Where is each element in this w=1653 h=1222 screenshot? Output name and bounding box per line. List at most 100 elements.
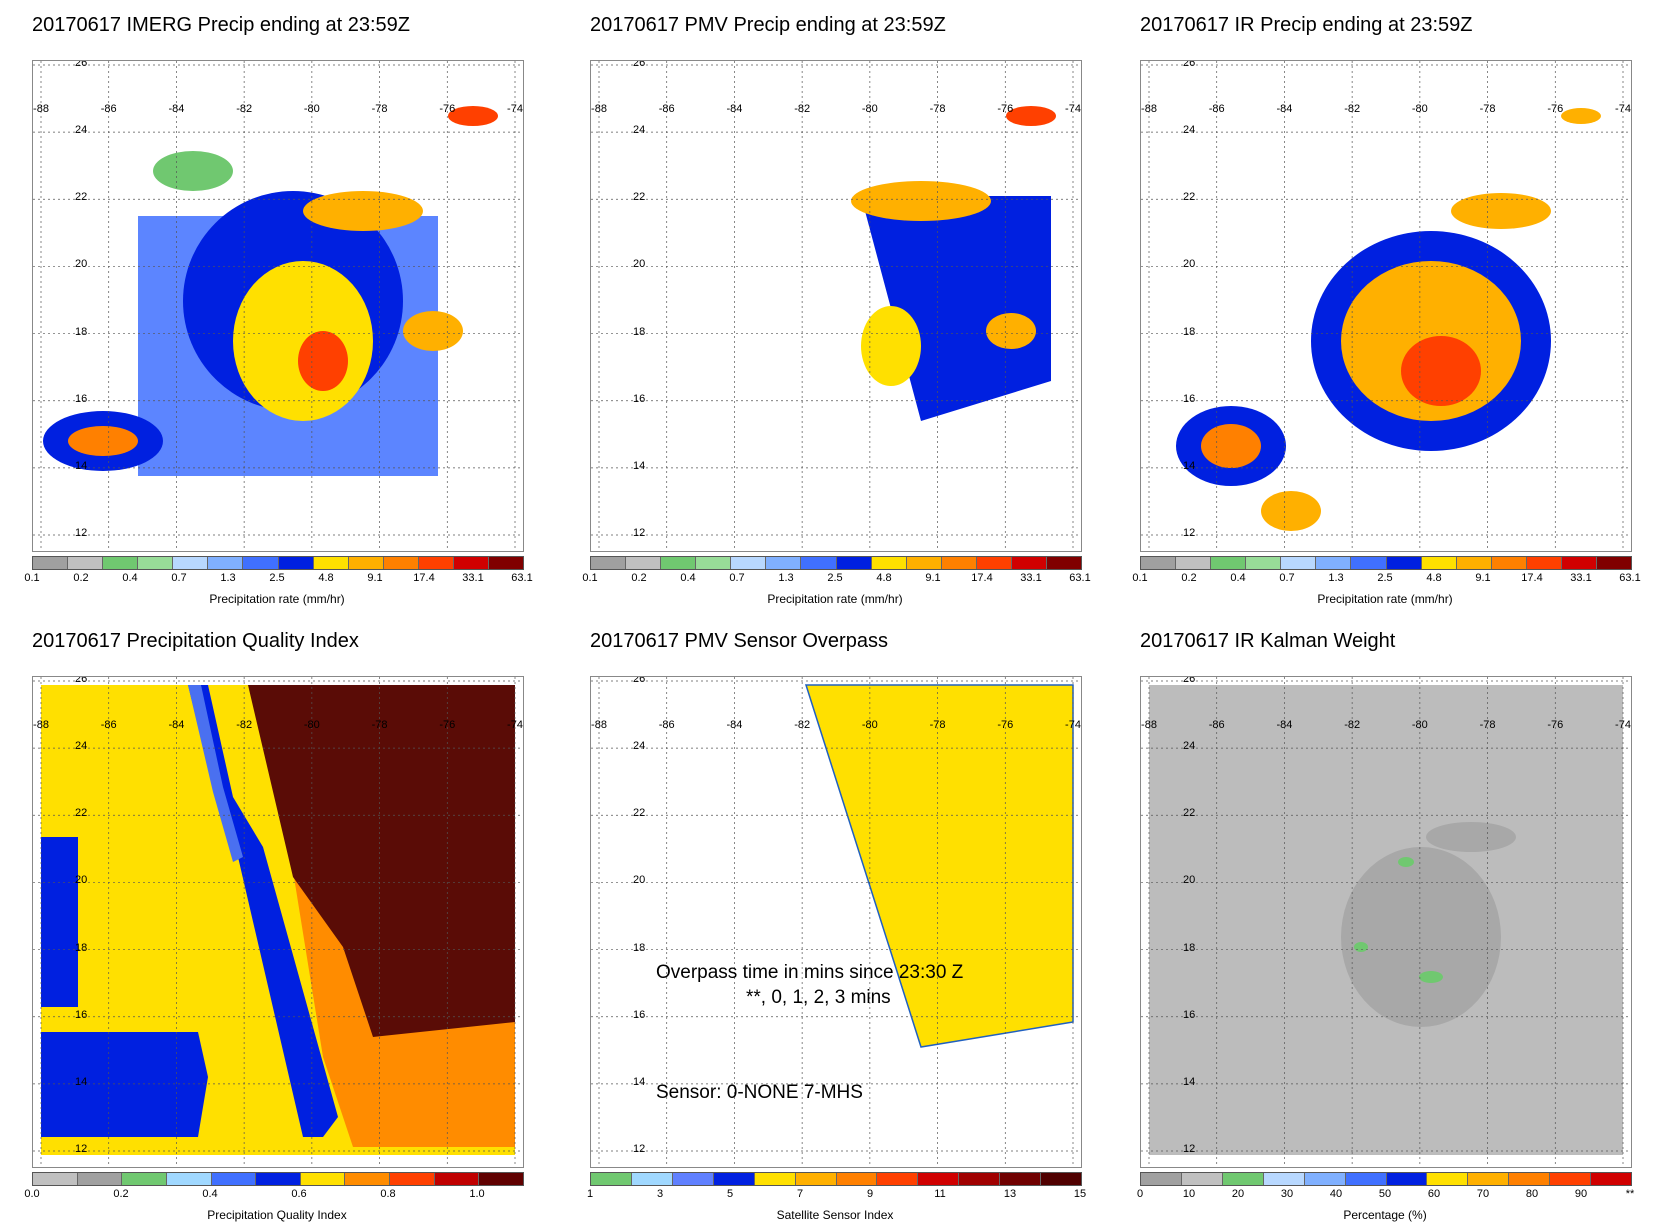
lon-label: -78 <box>1479 719 1496 731</box>
lon-label: -78 <box>371 103 388 115</box>
lat-label: 24 <box>633 124 646 137</box>
lon-label: -82 <box>236 103 253 115</box>
lat-label: 12 <box>633 1143 646 1155</box>
panel-ir-precip: 20170617 IR Precip ending at 23:59Z -88 -… <box>1132 0 1653 606</box>
colorbar <box>32 1172 524 1186</box>
lat-label: 16 <box>633 1008 646 1021</box>
lat-label: 20 <box>75 874 88 887</box>
lat-label: 14 <box>1183 1075 1196 1088</box>
lat-label: 18 <box>75 325 88 338</box>
lon-label: -88 <box>1141 719 1157 731</box>
lon-label: -86 <box>100 103 117 115</box>
lat-label: 18 <box>633 941 646 954</box>
overpass-map: Overpass time in mins since 23:30 Z **, … <box>590 676 1082 1168</box>
colorbar-ticks: 0.0 0.2 0.4 0.6 0.8 1.0 <box>24 1188 485 1200</box>
lon-label: -78 <box>929 719 946 731</box>
precip-map: -88 -86 -84 -82 -80 -78 -76 -74 26 24 22 20 18 16 14 12 <box>590 60 1082 552</box>
map-graphic <box>33 677 523 1167</box>
lat-label: 24 <box>1183 740 1196 753</box>
lon-label: -82 <box>236 719 253 731</box>
lon-label: -84 <box>168 103 185 115</box>
sensor-note: Sensor: 0-NONE 7-MHS <box>656 1082 863 1103</box>
map-graphic <box>33 61 523 551</box>
lon-label: -78 <box>371 719 388 731</box>
lat-label: 22 <box>75 191 88 204</box>
lon-label: -80 <box>861 103 878 115</box>
lat-label: 18 <box>1183 941 1196 954</box>
lat-label: 26 <box>75 60 88 69</box>
lat-label: 16 <box>633 392 646 405</box>
lon-label: -80 <box>1411 103 1428 115</box>
lon-label: -82 <box>794 103 811 115</box>
lat-label: 26 <box>1183 60 1196 69</box>
lon-label: -88 <box>1141 103 1157 115</box>
lat-label: 16 <box>75 1008 88 1021</box>
lon-label: -78 <box>1479 103 1496 115</box>
lon-label: -80 <box>1411 719 1428 731</box>
panel-pmv-precip: 20170617 PMV Precip ending at 23:59Z -88… <box>582 0 1110 606</box>
map-graphic <box>591 677 1081 1167</box>
panel-imerg-precip: 20170617 IMERG Precip ending at 23:59Z -… <box>24 0 552 606</box>
lat-label: 24 <box>1183 124 1196 137</box>
lat-label: 24 <box>75 740 88 753</box>
colorbar <box>590 556 1082 570</box>
lon-label: -80 <box>303 719 320 731</box>
quality-map: -88 -86 -84 -82 -80 -78 -76 -74 26 24 22 20 18 16 14 12 <box>32 676 524 1168</box>
colorbar-label: Percentage (%) <box>1343 1208 1427 1222</box>
panel-sensor-overpass: 20170617 PMV Sensor Overpass Overpass ti… <box>587 616 1110 1222</box>
lat-label: 16 <box>1183 1008 1196 1021</box>
lat-label: 22 <box>1183 807 1196 820</box>
lon-label: -82 <box>1344 103 1361 115</box>
colorbar <box>1140 1172 1632 1186</box>
lat-label: 26 <box>75 676 88 685</box>
colorbar-ticks: 0.1 0.2 0.4 0.7 1.3 2.5 4.8 9.1 17.4 33.1 63.1 <box>582 572 1091 584</box>
lat-label: 16 <box>75 392 88 405</box>
lat-label: 18 <box>633 325 646 338</box>
lon-label: -88 <box>591 103 607 115</box>
lon-label: -76 <box>439 103 456 115</box>
lat-label: 24 <box>633 740 646 753</box>
colorbar-ticks: 0.1 0.2 0.4 0.7 1.3 2.5 4.8 9.1 17.4 33.1 63.1 <box>1132 572 1641 584</box>
lat-label: 12 <box>75 1143 88 1155</box>
lon-label: -80 <box>303 103 320 115</box>
lat-label: 20 <box>1183 874 1196 887</box>
lat-label: 22 <box>633 191 646 204</box>
lon-label: -84 <box>726 103 743 115</box>
colorbar-label: Precipitation rate (mm/hr) <box>767 592 903 606</box>
lat-label: 22 <box>75 807 88 820</box>
lat-label: 22 <box>633 807 646 820</box>
lat-label: 26 <box>633 60 646 69</box>
panel-title: 20170617 IR Kalman Weight <box>1140 630 1396 652</box>
colorbar-ticks: 0 10 20 30 40 50 60 70 80 90 ** <box>1136 1188 1635 1200</box>
lon-label: -76 <box>997 103 1014 115</box>
lat-label: 14 <box>633 1075 646 1088</box>
lon-label: -88 <box>33 103 49 115</box>
lon-label: -74 <box>507 719 523 731</box>
lon-label: -74 <box>1615 103 1631 115</box>
panel-title: 20170617 IR Precip ending at 23:59Z <box>1140 14 1473 36</box>
lon-label: -78 <box>929 103 946 115</box>
lon-label: -88 <box>33 719 49 731</box>
lat-label: 18 <box>1183 325 1196 338</box>
lat-label: 14 <box>75 1075 88 1088</box>
colorbar-label: Precipitation rate (mm/hr) <box>1317 592 1453 606</box>
lat-label: 16 <box>1183 392 1196 405</box>
kalman-map: -88 -86 -84 -82 -80 -78 -76 -74 26 24 22 20 18 16 14 12 <box>1140 676 1632 1168</box>
panel-kalman-weight: 20170617 IR Kalman Weight -88 -86 -84 -82 -8… <box>1136 616 1653 1222</box>
lat-label: 12 <box>1183 1143 1196 1155</box>
overpass-note: Overpass time in mins since 23:30 Z <box>656 962 964 983</box>
precip-map: -88 -86 -84 -82 -80 -78 -76 -74 26 24 22 20 18 16 14 12 <box>32 60 524 552</box>
colorbar-label: Precipitation Quality Index <box>207 1208 347 1222</box>
map-graphic <box>591 61 1081 551</box>
lon-label: -86 <box>658 719 675 731</box>
lon-label: -82 <box>794 719 811 731</box>
lat-label: 20 <box>633 874 646 887</box>
lon-label: -76 <box>997 719 1014 731</box>
lon-label: -82 <box>1344 719 1361 731</box>
lon-label: -76 <box>439 719 456 731</box>
lat-label: 14 <box>75 459 88 472</box>
lat-label: 12 <box>75 527 88 539</box>
colorbar-label: Satellite Sensor Index <box>776 1208 894 1222</box>
lon-label: -74 <box>1065 719 1081 731</box>
lat-label: 24 <box>75 124 88 137</box>
